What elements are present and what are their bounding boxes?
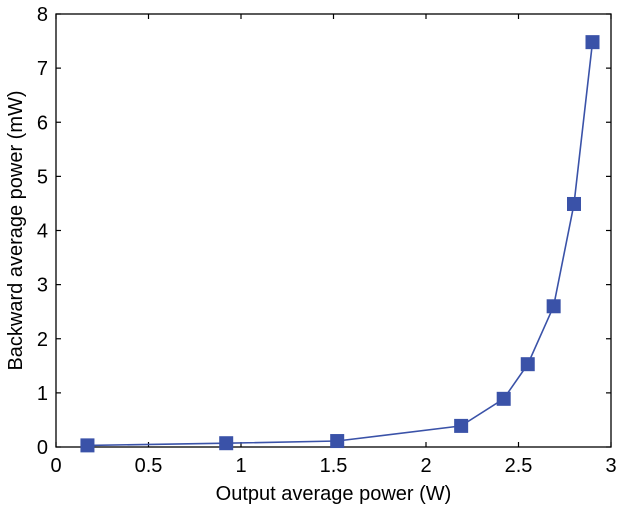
x-axis-label: Output average power (W) <box>216 483 452 505</box>
y-tick-label: 1 <box>37 383 48 405</box>
data-point-marker <box>546 299 561 314</box>
data-point-marker <box>496 391 511 406</box>
y-tick-label: 8 <box>37 4 48 26</box>
data-point-marker <box>330 434 345 449</box>
y-tick-label: 2 <box>37 329 48 351</box>
plot-area <box>55 13 612 448</box>
x-tick-label: 0.5 <box>135 455 163 477</box>
x-axis-ticks: 0 0.5 1 1.5 2 2.5 3 <box>50 14 617 477</box>
y-tick-label: 5 <box>37 166 48 188</box>
x-tick-label: 1 <box>235 455 246 477</box>
x-tick-label: 3 <box>605 455 616 477</box>
data-markers <box>80 35 600 453</box>
data-point-marker <box>567 196 581 211</box>
y-axis-ticks: 0 1 2 3 4 5 6 7 8 <box>37 4 611 459</box>
data-point-marker <box>454 418 469 433</box>
y-tick-label: 0 <box>37 437 48 459</box>
x-tick-label: 2.5 <box>505 455 533 477</box>
data-point-marker <box>520 357 535 372</box>
y-tick-label: 4 <box>37 221 48 243</box>
x-tick-label: 0 <box>50 455 61 477</box>
data-point-marker <box>80 438 95 453</box>
data-point-marker <box>219 436 234 451</box>
y-tick-label: 3 <box>37 275 48 297</box>
y-axis-label: Backward average power (mW) <box>5 90 27 370</box>
x-tick-label: 1.5 <box>320 455 348 477</box>
y-tick-label: 7 <box>37 58 48 80</box>
data-point-marker <box>585 35 600 50</box>
x-tick-label: 2 <box>420 455 431 477</box>
y-tick-label: 6 <box>37 112 48 134</box>
